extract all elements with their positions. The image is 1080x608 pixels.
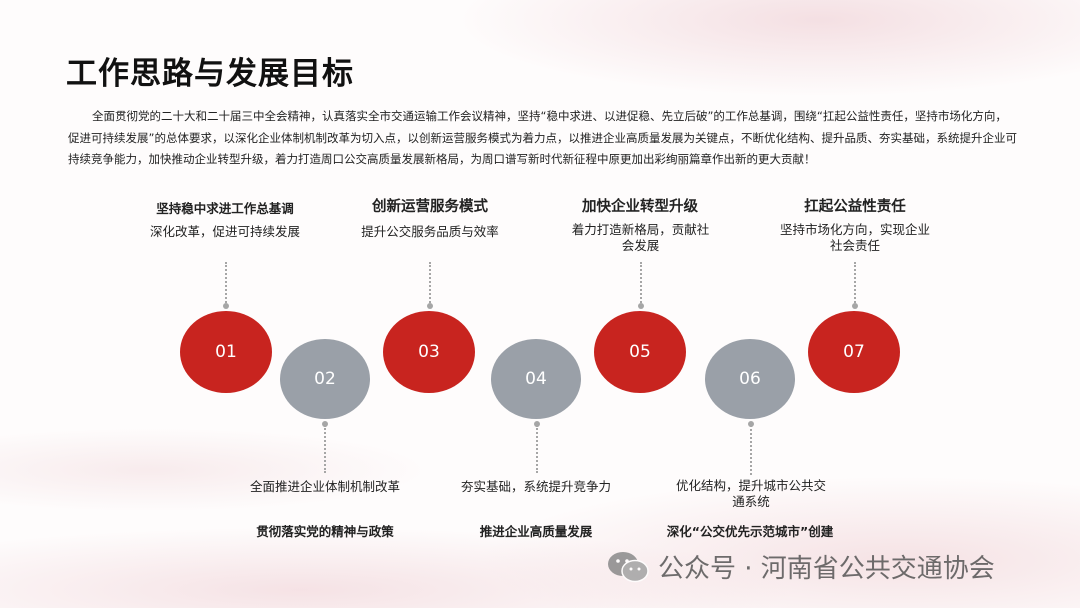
step-07-circle: 07 xyxy=(808,311,900,393)
page-title: 工作思路与发展目标 xyxy=(66,56,354,92)
step-06-connector xyxy=(750,425,752,475)
step-01-connector-dot xyxy=(223,303,229,309)
step-07-subtitle: 坚持市场化方向，实现企业社会责任 xyxy=(780,222,931,253)
step-01-circle: 01 xyxy=(180,311,272,393)
step-03-subtitle: 提升公交服务品质与效率 xyxy=(361,224,499,239)
step-03-heading: 创新运营服务模式 xyxy=(372,199,488,215)
step-06-heading: 深化“公交优先示范城市”创建 xyxy=(666,524,834,539)
step-03-connector xyxy=(429,262,431,306)
step-05-circle: 05 xyxy=(594,311,686,393)
intro-paragraph: 全面贯彻党的二十大和二十届三中全会精神，认真落实全市交通运输工作会议精神，坚持“… xyxy=(68,109,1017,166)
step-07-connector xyxy=(854,262,856,306)
step-06-connector-dot xyxy=(748,421,754,427)
step-05-heading: 加快企业转型升级 xyxy=(582,199,698,215)
step-05-connector-dot xyxy=(638,303,644,309)
step-01-connector xyxy=(225,262,227,306)
watermark-text: 公众号 · 河南省公共交通协会 xyxy=(658,554,995,584)
watermark: 公众号 · 河南省公共交通协会 xyxy=(606,548,995,585)
step-06-circle: 06 xyxy=(705,339,795,419)
step-02-heading: 贯彻落实党的精神与政策 xyxy=(256,524,394,539)
step-02-connector xyxy=(324,425,326,473)
step-04-circle: 04 xyxy=(491,339,581,419)
step-02-connector-dot xyxy=(322,421,328,427)
wechat-icon xyxy=(608,551,649,582)
step-02-circle: 02 xyxy=(280,339,370,419)
step-03-circle: 03 xyxy=(383,311,475,393)
step-04-heading: 推进企业高质量发展 xyxy=(479,524,593,539)
step-07-heading: 扛起公益性责任 xyxy=(804,199,906,215)
step-04-connector xyxy=(536,425,538,473)
step-05-subtitle: 着力打造新格局，贡献社会发展 xyxy=(571,222,710,253)
step-05-connector xyxy=(640,262,642,306)
step-01-subtitle: 深化改革，促进可持续发展 xyxy=(149,224,300,239)
step-01-heading: 坚持稳中求进工作总基调 xyxy=(156,201,294,216)
step-02-subtitle: 全面推进企业体制机制改革 xyxy=(249,479,400,494)
step-04-subtitle: 夯实基础，系统提升竞争力 xyxy=(460,479,611,494)
step-03-connector-dot xyxy=(427,303,433,309)
step-04-connector-dot xyxy=(534,421,540,427)
step-07-connector-dot xyxy=(852,303,858,309)
step-06-subtitle: 优化结构，提升城市公共交通系统 xyxy=(675,478,826,509)
